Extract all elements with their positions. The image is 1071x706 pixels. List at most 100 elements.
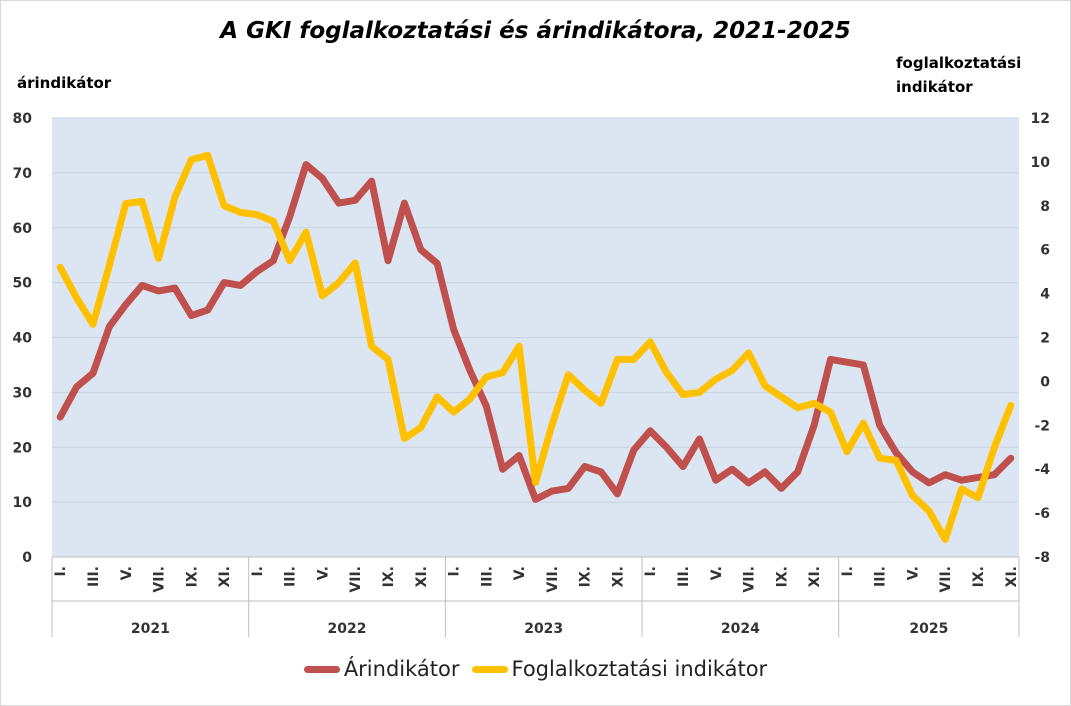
month-tick-label: III. [676,566,692,587]
data-point-foglalkoztatasi [729,367,735,373]
data-point-arindikator [975,474,981,480]
data-point-foglalkoztatasi [57,264,63,270]
month-tick-label: III. [873,566,889,587]
right-axis-tick-label: -4 [1034,462,1050,478]
data-point-arindikator [205,307,211,313]
data-point-foglalkoztatasi [959,486,965,492]
month-tick-label: XI. [807,566,823,587]
data-point-foglalkoztatasi [942,536,948,542]
data-point-foglalkoztatasi [156,255,162,261]
data-point-arindikator [713,477,719,483]
data-point-foglalkoztatasi [598,400,604,406]
data-point-arindikator [369,178,375,184]
data-point-foglalkoztatasi [401,435,407,441]
data-point-foglalkoztatasi [746,350,752,356]
month-tick-label: I. [643,566,659,577]
data-point-foglalkoztatasi [762,383,768,389]
data-point-foglalkoztatasi [106,262,112,268]
data-point-foglalkoztatasi [795,405,801,411]
data-point-arindikator [418,247,424,253]
right-axis-title-line1: foglalkoztatási [896,54,1022,72]
data-point-arindikator [139,282,145,288]
legend-label-foglalkoztatasi: Foglalkoztatási indikátor [511,657,768,681]
data-point-foglalkoztatasi [500,370,506,376]
month-tick-label: IX. [184,566,200,587]
data-point-arindikator [57,414,63,420]
month-tick-label: III. [86,566,102,587]
year-label: 2025 [909,621,948,637]
data-point-arindikator [434,260,440,266]
data-point-foglalkoztatasi [467,396,473,402]
data-point-arindikator [614,491,620,497]
legend-label-arindikator: Árindikátor [343,657,460,681]
data-point-foglalkoztatasi [582,387,588,393]
month-tick-label: I. [840,566,856,577]
data-point-arindikator [746,480,752,486]
year-label: 2021 [131,621,170,637]
data-point-arindikator [942,472,948,478]
month-tick-label: VII. [348,566,364,593]
month-tick-label: V. [905,566,921,580]
data-point-arindikator [106,324,112,330]
data-point-foglalkoztatasi [680,392,686,398]
data-point-arindikator [909,469,915,475]
data-point-arindikator [598,469,604,475]
data-point-arindikator [795,469,801,475]
data-point-arindikator [926,480,932,486]
right-axis-tick-label: 4 [1040,287,1050,303]
data-point-arindikator [500,466,506,472]
month-tick-label: XI. [1004,566,1020,587]
data-point-arindikator [762,469,768,475]
data-point-arindikator [172,285,178,291]
data-point-foglalkoztatasi [926,508,932,514]
right-axis-tick-label: 2 [1040,331,1050,347]
left-axis-tick-label: 60 [13,221,33,237]
data-point-foglalkoztatasi [975,495,981,501]
data-point-foglalkoztatasi [516,343,522,349]
data-point-foglalkoztatasi [647,339,653,345]
month-tick-label: IX. [971,566,987,587]
data-point-foglalkoztatasi [254,212,260,218]
data-point-foglalkoztatasi [860,420,866,426]
data-point-arindikator [336,200,342,206]
legend-item-foglalkoztatasi: Foglalkoztatási indikátor [471,657,768,681]
data-point-foglalkoztatasi [713,376,719,382]
right-axis-tick-label: 8 [1040,199,1050,215]
data-point-arindikator [729,466,735,472]
right-axis-tick-label: -8 [1034,550,1050,566]
data-point-arindikator [828,356,834,362]
data-point-foglalkoztatasi [434,394,440,400]
right-axis-tick-label: -2 [1034,418,1050,434]
data-point-foglalkoztatasi [352,260,358,266]
data-point-foglalkoztatasi [336,280,342,286]
data-point-foglalkoztatasi [139,198,145,204]
data-point-arindikator [467,367,473,373]
data-point-arindikator [352,197,358,203]
data-point-foglalkoztatasi [664,370,670,376]
data-point-foglalkoztatasi [778,394,784,400]
data-point-arindikator [237,282,243,288]
month-tick-label: XI. [217,566,233,587]
month-tick-label: III. [283,566,299,587]
data-point-foglalkoztatasi [696,389,702,395]
data-point-arindikator [303,162,309,168]
right-axis-tick-label: -6 [1034,506,1050,522]
data-point-arindikator [319,175,325,181]
data-point-arindikator [90,370,96,376]
legend-swatch-foglalkoztatasi [471,665,508,673]
left-axis-tick-label: 0 [22,550,32,566]
data-point-arindikator [188,313,194,319]
data-point-arindikator [582,463,588,469]
data-point-arindikator [877,422,883,428]
month-tick-label: VII. [938,566,954,593]
data-point-arindikator [401,200,407,206]
data-point-arindikator [533,496,538,502]
data-point-foglalkoztatasi [270,218,276,224]
data-point-arindikator [123,302,129,308]
data-point-foglalkoztatasi [565,372,571,378]
data-point-foglalkoztatasi [483,374,489,380]
data-point-arindikator [254,269,260,275]
month-tick-label: V. [119,566,135,580]
data-point-arindikator [811,422,817,428]
